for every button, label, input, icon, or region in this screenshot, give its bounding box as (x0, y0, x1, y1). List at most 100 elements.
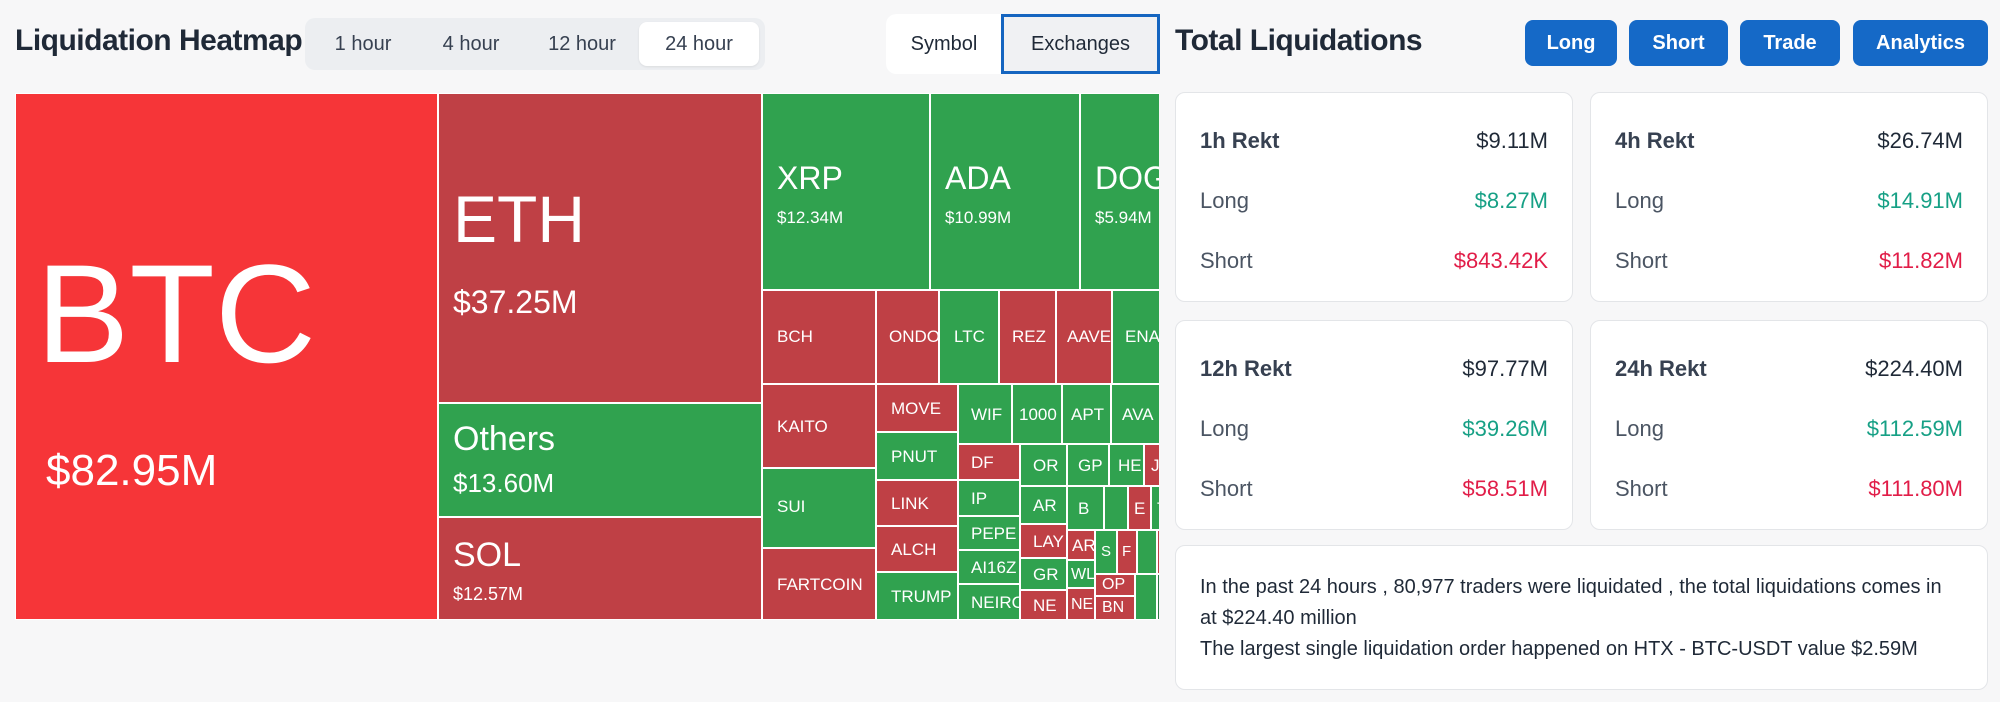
cell-ip[interactable]: IP (958, 480, 1020, 516)
short-label: Short (1615, 476, 1668, 501)
cell-ar-1[interactable]: AR (1020, 486, 1067, 524)
tab-4-hour[interactable]: 4 hour (442, 32, 500, 55)
cell-symbol: PEPE (971, 524, 1017, 543)
cell-symbol: KAITO (777, 417, 828, 436)
rekt-card-4h: 4h Rekt $26.74M Long $14.91M Short $11.8… (1590, 92, 1988, 302)
cell-blank-2[interactable] (1137, 530, 1157, 574)
cell-rez[interactable]: REZ (999, 290, 1056, 384)
time-range-tabs: 1 hour 4 hour 12 hour 24 hour (305, 18, 765, 70)
cell-pepe[interactable]: PEPE (958, 516, 1020, 550)
cell-ltc[interactable]: LTC (939, 290, 999, 384)
liquidation-summary: In the past 24 hours , 80,977 traders we… (1175, 545, 1988, 690)
tab-1-hour[interactable]: 1 hour (334, 32, 392, 55)
rekt-total-row: 24h Rekt $224.40M (1615, 354, 1963, 384)
long-label: Long (1200, 416, 1249, 441)
cell-symbol: SUI (777, 497, 806, 516)
long-button[interactable]: Long (1525, 20, 1617, 66)
cell-eth[interactable]: ETH $37.25M (438, 93, 762, 403)
tab-symbol[interactable]: Symbol (886, 14, 1002, 74)
liquidation-treemap: BTC $82.95M ETH $37.25M Others $13.60M S… (15, 93, 1159, 620)
cell-x[interactable]: X (1157, 530, 1159, 574)
rekt-short-row: Short $11.82M (1615, 246, 1963, 276)
cell-gp[interactable]: GP (1067, 444, 1109, 486)
cell-ne-2[interactable]: NE (1067, 588, 1095, 620)
cell-wl[interactable]: WL (1067, 560, 1095, 588)
cell-sui[interactable]: SUI (762, 468, 876, 548)
cell-symbol: ENA (1125, 327, 1159, 346)
cell-symbol: B (1078, 499, 1090, 518)
cell-ai16z[interactable]: AI16Z (958, 550, 1020, 584)
cell-lay[interactable]: LAY (1020, 524, 1067, 558)
tab-24-hour[interactable]: 24 hour (639, 22, 759, 66)
cell-fartcoin[interactable]: FARTCOIN (762, 548, 876, 620)
cell-symbol: AR (1033, 496, 1057, 515)
cell-t[interactable]: T (1151, 486, 1159, 530)
cell-df[interactable]: DF (958, 444, 1020, 480)
cell-symbol: ONDO (889, 327, 939, 346)
cell-value: $5.94M (1095, 208, 1152, 227)
short-button[interactable]: Short (1629, 20, 1728, 66)
cell-pnut[interactable]: PNUT (876, 432, 958, 480)
cell-apt[interactable]: APT (1062, 384, 1111, 444)
tab-exchanges[interactable]: Exchanges (1001, 14, 1160, 74)
cell-ada[interactable]: ADA $10.99M (930, 93, 1080, 290)
cell-sol[interactable]: SOL $12.57M (438, 517, 762, 620)
cell-kaito[interactable]: KAITO (762, 384, 876, 468)
cell-symbol: MOVE (891, 399, 942, 418)
cell-ondo[interactable]: ONDO (876, 290, 939, 384)
cell-symbol: ETH (453, 182, 585, 256)
cell-gr[interactable]: GR (1020, 558, 1067, 590)
cell-alch[interactable]: ALCH (876, 526, 958, 572)
rekt-total-value: $97.77M (1462, 356, 1548, 381)
cell-symbol: JT (1151, 456, 1159, 475)
cell-or[interactable]: OR (1020, 444, 1067, 486)
cell-bn[interactable]: BN (1095, 596, 1135, 620)
cell-f[interactable]: F (1117, 530, 1137, 574)
rekt-card-1h: 1h Rekt $9.11M Long $8.27M Short $843.42… (1175, 92, 1573, 302)
cell-s-1[interactable]: S (1095, 530, 1117, 574)
cell-value: $13.60M (453, 468, 555, 498)
cell-wif[interactable]: WIF (958, 384, 1012, 444)
short-value: $58.51M (1462, 476, 1548, 501)
cell-neiro[interactable]: NEIRO (958, 584, 1020, 620)
cell-blank-1[interactable] (1104, 486, 1128, 530)
cell-symbol: LAY (1033, 532, 1064, 551)
rekt-total-row: 12h Rekt $97.77M (1200, 354, 1548, 384)
short-value: $111.80M (1868, 476, 1963, 501)
cell-xrp[interactable]: XRP $12.34M (762, 93, 930, 290)
cell-s-2[interactable]: S (1157, 574, 1159, 620)
cell-e[interactable]: E (1128, 486, 1151, 530)
cell-b[interactable]: B (1067, 486, 1104, 530)
cell-1000[interactable]: 1000 (1012, 384, 1062, 444)
cell-avax[interactable]: AVA (1111, 384, 1159, 444)
cell-op[interactable]: OP (1095, 574, 1135, 596)
analytics-button[interactable]: Analytics (1853, 20, 1988, 66)
cell-symbol: LINK (891, 494, 929, 513)
cell-symbol: DOGE (1095, 160, 1159, 196)
cell-move[interactable]: MOVE (876, 384, 958, 432)
cell-bch[interactable]: BCH (762, 290, 876, 384)
cell-doge[interactable]: DOGE $5.94M (1080, 93, 1159, 290)
rekt-period-label: 24h Rekt (1615, 356, 1707, 381)
cell-jt[interactable]: JT (1144, 444, 1159, 486)
tab-12-hour[interactable]: 12 hour (548, 32, 616, 55)
trade-button[interactable]: Trade (1740, 20, 1840, 66)
cell-aave[interactable]: AAVE (1056, 290, 1112, 384)
cell-ne-1[interactable]: NE (1020, 590, 1067, 620)
cell-ar-2[interactable]: AR (1067, 530, 1095, 560)
cell-symbol: FARTCOIN (777, 575, 863, 594)
cell-btc[interactable]: BTC $82.95M (15, 93, 438, 620)
cell-symbol: AVA (1122, 405, 1154, 424)
cell-trump[interactable]: TRUMP (876, 572, 958, 620)
rekt-period-label: 12h Rekt (1200, 356, 1292, 381)
cell-value: $12.57M (453, 584, 524, 604)
cell-link[interactable]: LINK (876, 480, 958, 526)
cell-symbol: GP (1078, 456, 1103, 475)
cell-symbol: E (1134, 499, 1146, 518)
cell-blank-3[interactable] (1135, 574, 1157, 620)
rekt-card-24h: 24h Rekt $224.40M Long $112.59M Short $1… (1590, 320, 1988, 530)
cell-others[interactable]: Others $13.60M (438, 403, 762, 517)
cell-symbol: BTC (36, 235, 316, 392)
cell-ena[interactable]: ENA (1112, 290, 1159, 384)
cell-he[interactable]: HE (1109, 444, 1144, 486)
